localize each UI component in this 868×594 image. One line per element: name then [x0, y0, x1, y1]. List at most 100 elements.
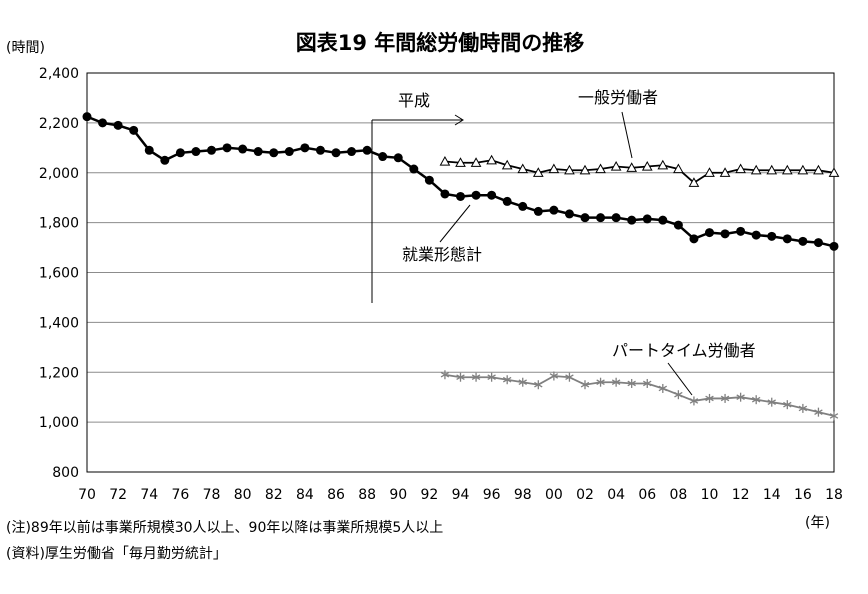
- data-point: [643, 378, 652, 388]
- data-point: [518, 377, 527, 387]
- data-point: [532, 167, 544, 177]
- data-point: [409, 164, 419, 174]
- data-point: [471, 372, 481, 382]
- axes: [86, 72, 835, 473]
- data-point: [673, 163, 684, 174]
- x-tick-labels: 70 72 74 76 78 80 82 84 86 88 90 92 94 96 98 00 02 04 06 08…: [78, 487, 843, 503]
- data-point: [751, 230, 761, 240]
- data-point: [378, 152, 388, 162]
- data-point: [222, 143, 232, 153]
- data-point: [144, 145, 154, 155]
- data-point: [487, 190, 497, 200]
- x-tick-label: 70: [78, 487, 96, 503]
- data-point: [549, 205, 559, 215]
- y-tick-label: 2,400: [39, 66, 79, 82]
- data-point: [689, 396, 699, 406]
- data-point: [705, 393, 714, 403]
- data-point: [797, 164, 809, 175]
- marker-stroke: [565, 374, 574, 381]
- data-point: [501, 159, 513, 170]
- data-point: [129, 125, 139, 135]
- data-point: [719, 167, 731, 177]
- data-point: [689, 234, 699, 244]
- data-point: [534, 380, 543, 390]
- data-point: [160, 155, 170, 165]
- data-point: [455, 157, 466, 167]
- data-point: [362, 145, 372, 155]
- y-tick-label: 1,400: [39, 315, 79, 331]
- data-point: [564, 209, 574, 219]
- y-tick-label: 2,200: [39, 116, 79, 132]
- series-label-total: 就業形態計: [402, 245, 482, 264]
- marker-stroke: [611, 379, 621, 386]
- data-point: [611, 213, 621, 223]
- data-point: [657, 159, 669, 170]
- data-point: [750, 164, 762, 175]
- marker-stroke: [720, 395, 730, 402]
- x-tick-label: 02: [576, 487, 594, 503]
- x-tick-label: 82: [265, 487, 283, 503]
- data-point: [439, 155, 451, 166]
- series-group: [439, 154, 840, 187]
- data-point: [720, 229, 730, 239]
- x-tick-label: 90: [389, 487, 407, 503]
- data-point: [720, 393, 730, 403]
- data-point: [580, 213, 590, 223]
- data-point: [238, 144, 248, 154]
- data-point: [517, 163, 529, 174]
- data-point: [471, 190, 481, 200]
- series-line: [86, 115, 835, 248]
- data-point: [627, 378, 636, 388]
- data-point: [284, 147, 294, 157]
- data-point: [829, 411, 839, 421]
- data-point: [658, 383, 668, 393]
- note-2: (資料)厚生労働省「毎月勤労統計」: [6, 546, 227, 562]
- data-point: [393, 153, 403, 163]
- data-point: [642, 214, 652, 224]
- marker-stroke: [643, 380, 652, 387]
- marker-stroke: [814, 409, 823, 415]
- data-point: [253, 147, 263, 157]
- data-point: [175, 148, 185, 158]
- data-point: [331, 148, 341, 158]
- marker-stroke: [689, 398, 699, 404]
- x-tick-label: 80: [234, 487, 252, 503]
- data-point: [736, 392, 745, 402]
- data-point: [751, 395, 761, 405]
- marker-stroke: [518, 379, 527, 386]
- x-tick-label: 16: [794, 487, 812, 503]
- marker-stroke: [440, 371, 450, 378]
- annotations: 平成 一般労働者 就業形態計 パートタイム労働者: [371, 88, 756, 396]
- data-point: [487, 372, 496, 382]
- y-tick-label: 1,200: [39, 365, 79, 381]
- data-point: [300, 143, 310, 153]
- data-point: [440, 370, 450, 380]
- x-tick-label: 12: [732, 487, 750, 503]
- data-point: [580, 380, 590, 390]
- gridlines: [87, 72, 834, 423]
- note-1: (注)89年以前は事業所規模30人以上、90年以降は事業所規模5人以上: [6, 519, 443, 536]
- marker-stroke: [829, 413, 839, 419]
- data-point: [548, 163, 560, 174]
- data-point: [705, 228, 714, 238]
- data-point: [315, 145, 325, 155]
- leader-line-total: [439, 204, 471, 243]
- series-label-general-workers: 一般労働者: [578, 88, 658, 107]
- heisei-arrow-head: [454, 114, 464, 126]
- marker-stroke: [705, 395, 714, 402]
- y-tick-labels: 800 1,000 1,200 1,400 1,600 1,800 2,000 2,200 2,…: [39, 66, 79, 481]
- y-tick-label: 1,000: [39, 415, 79, 431]
- data-point: [626, 162, 638, 172]
- data-point: [269, 148, 279, 158]
- x-tick-label: 10: [701, 487, 719, 503]
- x-tick-label: 14: [763, 487, 781, 503]
- series: [82, 112, 840, 421]
- y-tick-label: 1,600: [39, 266, 79, 282]
- data-point: [596, 213, 606, 223]
- x-axis-unit-label: (年): [805, 515, 830, 531]
- marker-stroke: [580, 381, 590, 388]
- marker-stroke: [596, 379, 605, 386]
- data-point: [688, 177, 700, 187]
- data-point: [565, 372, 574, 382]
